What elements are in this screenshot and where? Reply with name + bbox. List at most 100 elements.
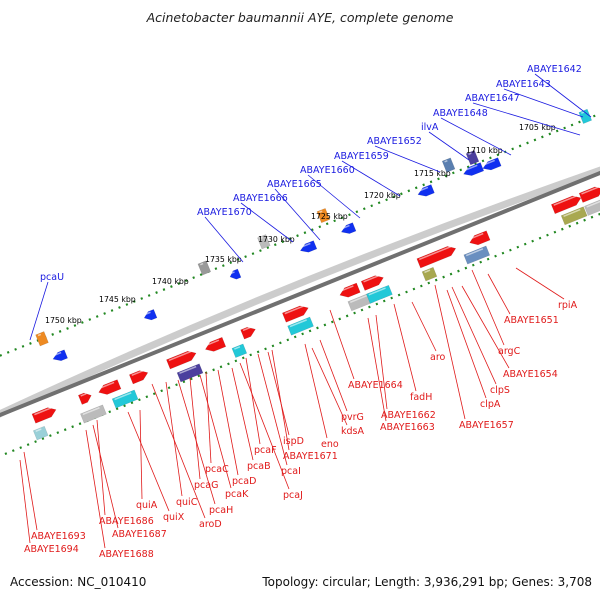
gene-marker-6 bbox=[578, 108, 593, 124]
gene-marker-0 bbox=[35, 331, 49, 347]
bottom-gene-label: pcaC bbox=[205, 464, 229, 475]
top-gene-label: ABAYE1670 bbox=[197, 207, 252, 218]
bottom-leader-line bbox=[96, 419, 106, 516]
gene-reverse-5 bbox=[417, 184, 435, 197]
bottom-leader-line bbox=[205, 371, 212, 464]
gene-forward-4 bbox=[166, 350, 197, 370]
gene-reverse-0 bbox=[52, 349, 68, 361]
bottom-leader-line bbox=[127, 411, 170, 512]
gene-forward-2 bbox=[98, 379, 122, 395]
gene-forward-13 bbox=[578, 186, 600, 203]
tick-label: 1715 kbp bbox=[414, 169, 451, 178]
bottom-gene-label: ABAYE1693 bbox=[31, 531, 86, 542]
tick-label: 1705 kbp bbox=[519, 123, 556, 132]
gene-reverse-1 bbox=[143, 309, 158, 321]
gene-block-1 bbox=[80, 404, 107, 424]
bottom-gene-label: quiC bbox=[176, 497, 198, 508]
tick-label: 1710 kbp bbox=[466, 146, 503, 155]
gene-block-2 bbox=[111, 389, 139, 409]
bottom-leader-line bbox=[411, 301, 437, 352]
bottom-leader-line bbox=[239, 362, 290, 490]
tick-label: 1730 kbp bbox=[258, 235, 295, 244]
bottom-gene-label: ABAYE1687 bbox=[112, 529, 167, 540]
gene-reverse-2 bbox=[229, 268, 242, 280]
bottom-gene-label: eno bbox=[321, 439, 339, 450]
gene-marker-2 bbox=[257, 234, 271, 250]
genome-summary: Topology: circular; Length: 3,936,291 bp… bbox=[262, 575, 592, 589]
bottom-gene-label: ABAYE1688 bbox=[99, 549, 154, 560]
gene-forward-3 bbox=[128, 370, 149, 385]
top-gene-label: ABAYE1659 bbox=[334, 151, 389, 162]
tick-label: 1725 kbp bbox=[311, 212, 348, 221]
gene-forward-12 bbox=[550, 195, 582, 215]
bottom-leader-line bbox=[189, 377, 201, 480]
tick-label: 1745 kbp bbox=[99, 295, 136, 304]
gene-block-9 bbox=[463, 245, 491, 265]
bottom-gene-label: rpiA bbox=[558, 300, 578, 311]
bottom-leader-line bbox=[487, 273, 511, 315]
top-gene-label: ABAYE1665 bbox=[267, 179, 322, 190]
gene-forward-11 bbox=[469, 230, 491, 246]
bottom-leader-line bbox=[23, 451, 38, 531]
gene-forward-8 bbox=[339, 282, 361, 298]
bottom-gene-label: ABAYE1671 bbox=[283, 451, 338, 462]
top-gene-label: ABAYE1648 bbox=[433, 108, 488, 119]
bottom-leader-line bbox=[139, 409, 143, 500]
top-gene-label: ABAYE1643 bbox=[496, 79, 551, 90]
top-gene-label: ABAYE1652 bbox=[367, 136, 422, 147]
bottom-gene-label: argC bbox=[498, 346, 521, 357]
top-gene-label: ABAYE1647 bbox=[465, 93, 520, 104]
bottom-leader-line bbox=[85, 429, 106, 549]
gene-forward-9 bbox=[360, 275, 384, 291]
bottom-leader-line bbox=[375, 314, 388, 410]
gene-forward-7 bbox=[282, 305, 309, 323]
bottom-gene-label: quiA bbox=[136, 500, 158, 511]
bottom-gene-label: clpS bbox=[490, 385, 510, 396]
gene-block-0 bbox=[32, 425, 49, 441]
tick-label: 1740 kbp bbox=[152, 277, 189, 286]
bottom-gene-label: pcaI bbox=[281, 466, 301, 477]
gene-block-4 bbox=[231, 343, 248, 359]
top-leader-line bbox=[472, 102, 581, 136]
top-gene-label: ABAYE1666 bbox=[233, 193, 288, 204]
gene-forward-1 bbox=[77, 392, 92, 405]
bottom-gene-label: aroD bbox=[199, 519, 222, 530]
gene-forward-6 bbox=[240, 326, 256, 340]
bottom-leader-line bbox=[151, 383, 206, 519]
bottom-gene-label: fadH bbox=[410, 392, 432, 403]
top-leader-line bbox=[428, 131, 470, 161]
top-leader-line bbox=[503, 88, 584, 118]
bottom-leader-line bbox=[393, 303, 417, 392]
bottom-gene-label: ABAYE1664 bbox=[348, 380, 403, 391]
gene-forward-10 bbox=[416, 245, 457, 269]
bottom-leader-line bbox=[451, 286, 497, 385]
gene-marker-4 bbox=[441, 157, 456, 173]
gene-block-3 bbox=[176, 363, 204, 383]
bottom-gene-label: ABAYE1651 bbox=[504, 315, 559, 326]
top-leader-line bbox=[274, 188, 321, 241]
bottom-gene-label: ABAYE1654 bbox=[503, 369, 558, 380]
gene-marker-3 bbox=[316, 207, 331, 224]
bottom-gene-label: pcaJ bbox=[283, 490, 303, 501]
bottom-leader-line bbox=[471, 269, 505, 346]
bottom-leader-line bbox=[329, 309, 355, 380]
top-leader-line bbox=[374, 145, 441, 173]
gene-block-11 bbox=[584, 196, 600, 216]
coordinate-track bbox=[0, 112, 600, 456]
gene-reverse-6 bbox=[463, 162, 485, 176]
bottom-gene-label: quiX bbox=[163, 512, 185, 523]
bottom-leader-line bbox=[304, 343, 328, 439]
top-leader-line bbox=[204, 216, 244, 263]
genome-backbone bbox=[0, 166, 600, 418]
bottom-gene-label: ispD bbox=[283, 436, 304, 447]
bottom-gene-label: clpA bbox=[480, 399, 501, 410]
bottom-gene-label: ABAYE1663 bbox=[380, 422, 435, 433]
backbone-line bbox=[0, 170, 600, 418]
bottom-gene-label: pcaK bbox=[225, 489, 249, 500]
backbone-shadow bbox=[0, 166, 600, 418]
top-leader-line bbox=[29, 281, 49, 341]
gene-block-5 bbox=[287, 316, 314, 336]
bottom-gene-label: pcaH bbox=[209, 505, 233, 516]
gene-block-7 bbox=[366, 284, 393, 304]
